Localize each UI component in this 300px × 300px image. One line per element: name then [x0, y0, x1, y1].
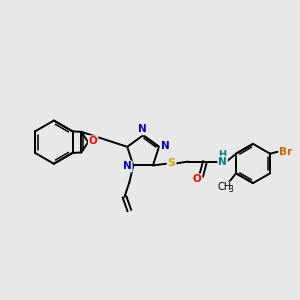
- Text: Br: Br: [279, 147, 292, 157]
- Text: H: H: [219, 150, 227, 160]
- Text: O: O: [89, 136, 98, 146]
- Text: N: N: [138, 124, 146, 134]
- Text: S: S: [168, 158, 176, 169]
- Text: N: N: [123, 161, 132, 171]
- Text: N: N: [160, 141, 169, 151]
- Text: O: O: [193, 174, 202, 184]
- Text: 3: 3: [229, 185, 234, 194]
- Text: N: N: [218, 157, 227, 166]
- Text: CH: CH: [217, 182, 231, 192]
